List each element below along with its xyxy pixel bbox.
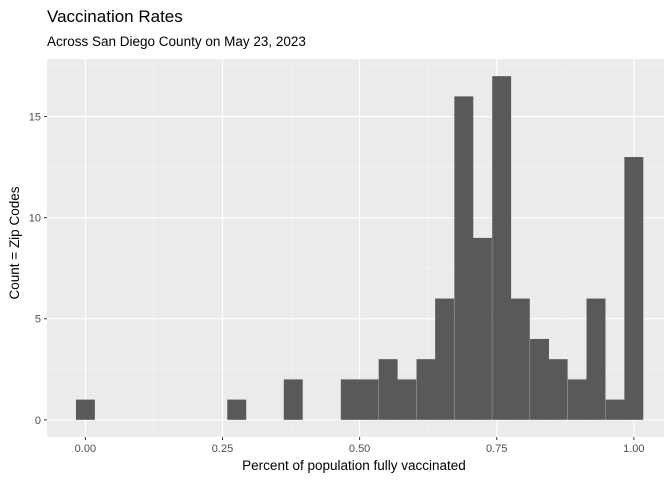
histogram-bar [359,379,379,420]
y-tick-label: 15 [29,112,41,124]
histogram-bar [473,237,492,420]
histogram-bar [567,379,587,420]
histogram-bar [283,379,303,420]
histogram-bar [548,359,568,420]
histogram-bar [605,399,625,420]
chart-title: Vaccination Rates [47,7,183,26]
histogram-bar [586,298,606,420]
x-axis: 0.00 0.25 0.50 0.75 1.00 [75,437,645,455]
histogram-bar [416,359,436,420]
histogram-bar [624,157,644,420]
x-tick-label: 0.75 [486,443,507,455]
histogram-bar [530,338,549,420]
histogram-bar [492,76,512,420]
histogram-bar [340,379,360,420]
histogram-bar [454,96,474,420]
x-tick-label: 0.50 [349,443,370,455]
histogram-bar [397,379,417,420]
histogram-bar [435,298,455,420]
y-axis-title: Count = Zip Codes [7,186,22,299]
y-axis: 0 5 10 15 [29,112,47,427]
y-tick-label: 5 [35,314,41,326]
y-tick-label: 0 [35,415,41,427]
histogram-bar [510,298,530,420]
x-tick-label: 0.25 [212,443,233,455]
x-tick-label: 1.00 [623,443,644,455]
y-tick-label: 10 [29,213,41,225]
histogram-bars [75,76,644,420]
histogram-bar [75,399,95,420]
chart-subtitle: Across San Diego County on May 23, 2023 [47,34,306,49]
histogram-bar [227,399,247,420]
minor-gridlines [47,59,664,437]
histogram-bar [378,359,398,420]
x-tick-label: 0.00 [75,443,96,455]
x-axis-title: Percent of population fully vaccinated [242,458,466,473]
